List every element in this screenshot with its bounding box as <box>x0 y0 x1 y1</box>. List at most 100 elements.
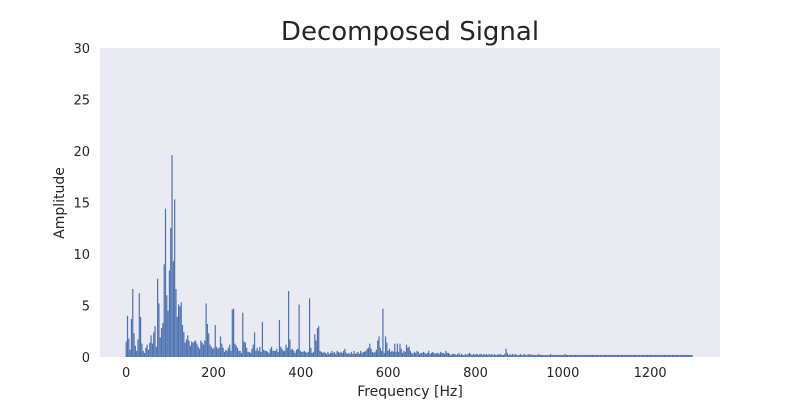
bar <box>176 316 178 357</box>
bar <box>635 354 637 357</box>
bar <box>608 354 611 357</box>
bar <box>578 354 581 357</box>
bar <box>650 354 653 357</box>
bar <box>157 278 159 357</box>
bar <box>594 354 596 357</box>
bar <box>358 353 360 357</box>
bar <box>128 338 130 357</box>
bar <box>620 354 622 357</box>
bar <box>335 353 337 357</box>
y-tick-label: 0 <box>82 351 90 366</box>
bar <box>236 347 239 357</box>
bar <box>134 345 136 357</box>
bar <box>395 351 397 357</box>
bar <box>648 354 650 357</box>
bar <box>337 351 339 357</box>
bar <box>168 270 171 357</box>
bar <box>480 353 482 357</box>
bar <box>687 354 689 357</box>
bar <box>238 350 240 357</box>
bar <box>589 354 591 357</box>
x-tick-label: 400 <box>288 366 313 381</box>
bar <box>167 310 169 357</box>
bar <box>508 354 510 357</box>
bar <box>246 347 248 357</box>
bar <box>535 354 537 357</box>
bar <box>443 353 446 357</box>
bar <box>386 342 388 357</box>
bar <box>601 354 603 357</box>
bar <box>678 354 680 357</box>
bar <box>242 312 244 357</box>
bar <box>191 341 193 357</box>
bar <box>147 349 150 357</box>
bar <box>434 353 436 357</box>
bar <box>586 354 588 357</box>
bar <box>618 354 620 357</box>
bar <box>458 352 460 357</box>
bar <box>201 342 203 357</box>
bar <box>235 345 237 357</box>
bar <box>538 353 540 357</box>
bar <box>573 354 575 357</box>
bar <box>425 353 427 357</box>
bar <box>251 348 253 357</box>
bar <box>132 289 134 357</box>
bar <box>151 343 153 357</box>
bar <box>398 351 400 357</box>
bar <box>560 354 562 357</box>
bar <box>329 352 332 357</box>
bar <box>229 344 231 357</box>
bar <box>316 328 319 357</box>
bar <box>286 347 288 357</box>
bar <box>536 354 539 357</box>
bar <box>432 351 434 357</box>
x-tick-label: 200 <box>201 366 226 381</box>
bar <box>163 264 165 357</box>
bar <box>333 351 336 357</box>
bar <box>383 352 385 357</box>
bar <box>277 351 279 357</box>
bar <box>175 289 177 357</box>
bar <box>183 332 185 357</box>
bar <box>603 354 605 357</box>
bar <box>517 354 519 357</box>
bar <box>367 347 370 357</box>
bar <box>392 351 395 357</box>
bar <box>501 354 503 357</box>
bar <box>633 354 636 357</box>
bar <box>366 348 368 357</box>
bar <box>159 337 161 357</box>
bar <box>227 347 229 357</box>
bar <box>370 348 372 357</box>
bar <box>164 208 167 357</box>
bar <box>319 350 321 357</box>
bar <box>223 351 226 357</box>
bar <box>419 353 421 357</box>
bar <box>671 354 674 357</box>
bar <box>305 351 307 357</box>
bar <box>403 350 405 357</box>
bar <box>463 354 465 357</box>
bar <box>324 352 326 357</box>
bar <box>447 352 450 357</box>
bar <box>521 354 523 357</box>
bar <box>513 354 515 357</box>
bar <box>612 354 615 357</box>
bar <box>166 295 168 357</box>
bar <box>208 333 210 357</box>
bar <box>400 348 402 357</box>
bar <box>564 353 566 357</box>
bar <box>546 354 548 357</box>
bar <box>281 348 283 357</box>
bar <box>690 354 692 357</box>
bar <box>519 353 522 357</box>
bar <box>373 352 375 357</box>
bar <box>565 354 567 357</box>
bar <box>379 347 381 357</box>
bar <box>683 354 685 357</box>
bar <box>417 351 419 357</box>
bar <box>222 347 224 357</box>
bar <box>551 354 553 357</box>
